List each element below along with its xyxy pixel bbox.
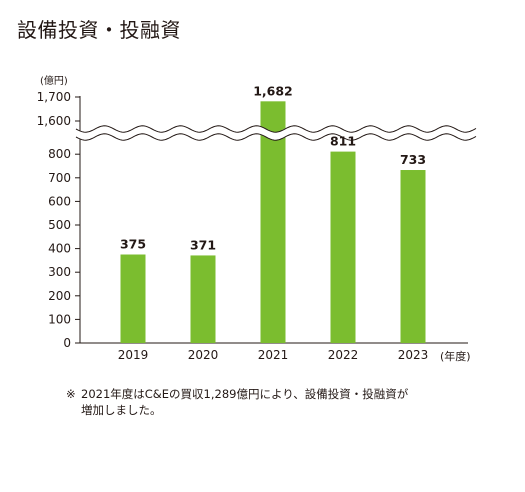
chart-title: 設備投資・投融資 [17,18,181,42]
y-tick-label: 200 [48,289,71,303]
data-label-2023: 733 [400,152,426,167]
data-label-2022: 811 [330,134,356,149]
y-tick-label: 700 [48,171,71,185]
data-labels: 375 371 1,682 811 733 [120,83,426,252]
bars [120,101,426,343]
footnote: ※ 2021年度はC&Eの買収1,289億円により、設備投資・投融資が増加しまし… [66,386,411,418]
footnote-text: 2021年度はC&Eの買収1,289億円により、設備投資・投融資が増加しました。 [81,387,409,417]
x-tick-label-2020: 2020 [188,348,219,362]
y-tick-label: 600 [48,194,71,208]
data-label-2021: 1,682 [253,83,293,98]
y-tick-label: 400 [48,242,71,256]
bar-2023 [400,170,426,343]
y-tick-label: 1,600 [37,114,71,128]
x-tick-label-2022: 2022 [328,348,359,362]
axis-break-band [74,125,478,141]
y-tick-label: 800 [48,147,71,161]
x-tick-label-2019: 2019 [118,348,149,362]
y-tick-label: 500 [48,218,71,232]
y-tick-label: 0 [63,336,71,350]
axis-break [74,125,478,141]
data-label-2020: 371 [190,237,216,252]
axis-break-line-top [75,125,477,133]
bar-2019 [120,254,146,343]
y-axis-unit-label: (億円) [40,76,68,87]
y-tick-label: 100 [48,312,71,326]
x-tick-label-2021: 2021 [258,348,289,362]
bar-2021 [260,101,286,343]
y-tick-label: 300 [48,265,71,279]
x-axis-unit-label: (年度) [440,350,471,363]
x-axis-ticks: 2019 2020 2021 2022 2023 [118,348,429,362]
data-label-2019: 375 [120,237,146,252]
axis-break-line-bottom [75,133,477,141]
bar-2020 [190,255,216,343]
bar-2022 [330,151,356,343]
y-tick-label: 1,700 [37,90,71,104]
footnote-mark: ※ [66,387,76,401]
x-tick-label-2023: 2023 [398,348,429,362]
